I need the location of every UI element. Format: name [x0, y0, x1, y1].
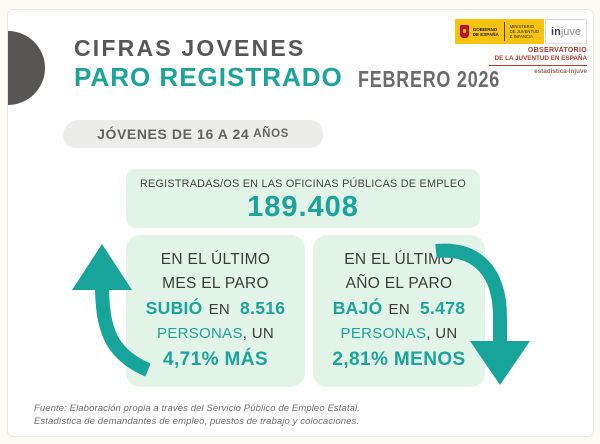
total-registered-box: REGISTRADAS/OS EN LAS OFICINAS PÚBLICAS …	[126, 169, 480, 228]
year-change-box: EN EL ÚLTIMO AÑO EL PARO BAJÓ EN 5.478 PER…	[313, 235, 485, 387]
year-percent: 2,81% MENOS	[332, 349, 466, 370]
gobierno-line1: GOBIERNO	[472, 26, 498, 32]
year-amount: 5.478	[419, 298, 466, 318]
gobierno-line2: DE ESPAÑA	[472, 31, 499, 37]
footer-source: Fuente: Elaboración propia a través del …	[34, 402, 360, 428]
year-line2: AÑO EL PARO	[345, 275, 453, 292]
observatorio-subtitle: DE LA JUVENTUD EN ESPAÑA	[494, 55, 587, 62]
total-registered-label: REGISTRADAS/OS EN LAS OFICINAS PÚBLICAS …	[139, 178, 467, 190]
year-personas: PERSONAS	[340, 325, 427, 342]
injuve-logo-bold: in	[551, 25, 561, 38]
footer-source-line1: Fuente: Elaboración propia a través del …	[34, 403, 360, 414]
year-conn: EN	[388, 301, 410, 318]
audience-badge-suffix: AÑOS	[253, 128, 289, 140]
year-verb: BAJÓ	[332, 298, 383, 318]
month-change-box: EN EL ÚLTIMO MES EL PARO SUBIÓ EN 8.516 PE…	[126, 235, 305, 387]
month-personas: PERSONAS	[157, 325, 243, 342]
month-conn: EN	[208, 301, 231, 318]
ministerio-label: MINISTERIO DE JUVENTUD E INFANCIA	[510, 24, 539, 39]
injuve-logo: in juve	[545, 19, 587, 44]
month-change-line: SUBIÓ EN 8.516	[126, 296, 305, 322]
government-logo-strip: GOBIERNO DE ESPAÑA MINISTERIO DE JUVENTU…	[454, 19, 587, 44]
observatorio-title: OBSERVATORIO	[527, 47, 587, 54]
month-verb: SUBIÓ	[145, 298, 203, 318]
audience-badge-label: JÓVENES DE 16 A 24	[97, 126, 250, 142]
audience-badge: JÓVENES DE 16 A 24 AÑOS	[63, 120, 323, 148]
total-registered-value: 189.408	[247, 191, 359, 223]
injuve-logo-light: juve	[560, 25, 581, 38]
year-line1: EN EL ÚLTIMO	[344, 251, 454, 268]
page-subtitle: PARO REGISTRADO	[74, 62, 343, 92]
ministerio-line1: MINISTERIO	[509, 24, 535, 29]
month-line2: MES EL PARO	[162, 275, 269, 292]
arrow-up-icon	[72, 244, 150, 377]
month-amount: 8.516	[240, 298, 286, 318]
site-label: estadistica-injuve	[534, 68, 587, 75]
month-percent: 4,71% MÁS	[163, 349, 268, 370]
logo-divider	[503, 22, 505, 41]
arrow-down-icon	[435, 243, 530, 385]
observatorio-block: OBSERVATORIO DE LA JUVENTUD EN ESPAÑA es…	[489, 47, 587, 75]
page-title: CIFRAS JOVENES	[74, 35, 306, 61]
observatorio-divider	[489, 65, 587, 66]
year-change-line: BAJÓ EN 5.478	[313, 296, 485, 322]
gobierno-label: GOBIERNO DE ESPAÑA	[473, 27, 499, 37]
infographic-page: CIFRAS JOVENES PARO REGISTRADO FEBRERO 2…	[7, 9, 594, 437]
ministerio-line3: E INFANCIA	[509, 34, 533, 39]
year-personas-line: PERSONAS, UN	[313, 322, 485, 346]
month-un: , UN	[242, 325, 274, 342]
ministerio-line2: DE JUVENTUD	[509, 29, 540, 34]
month-line1: EN EL ÚLTIMO	[160, 251, 271, 268]
gobierno-logo: GOBIERNO DE ESPAÑA MINISTERIO DE JUVENTU…	[454, 19, 545, 44]
decorative-half-circle	[8, 31, 45, 105]
month-personas-line: PERSONAS, UN	[126, 322, 305, 346]
footer-source-line2: Estadística de demandantes de empleo, pu…	[34, 416, 360, 427]
coat-of-arms-icon	[459, 25, 469, 38]
title-block: CIFRAS JOVENES PARO REGISTRADO	[74, 35, 343, 92]
year-un: , UN	[426, 325, 458, 342]
period-label: FEBRERO 2026	[358, 66, 500, 92]
